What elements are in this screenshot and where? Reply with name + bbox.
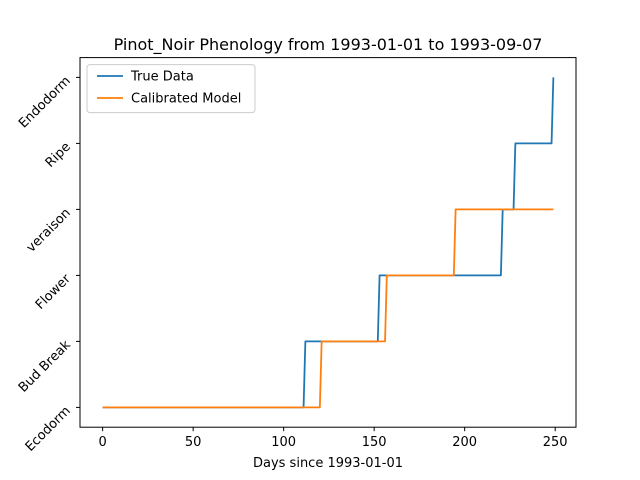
chart-title: Pinot_Noir Phenology from 1993-01-01 to … [114,35,543,55]
x-axis-ticks: 0 50 100 150 200 250 [98,427,568,450]
x-tick-label: 50 [185,435,202,450]
x-tick-label: 150 [362,435,387,450]
legend-box [86,64,256,114]
x-tick-label: 0 [98,435,106,450]
series-line-calibrated-model [102,208,554,409]
x-tick-label: 100 [271,435,296,450]
legend-label-true-data: True Data [130,70,194,85]
x-tick-label: 200 [452,435,477,450]
x-axis-label: Days since 1993-01-01 [253,456,403,471]
axes-frame [79,57,577,428]
plot-lines [102,77,555,409]
legend-label-calibrated-model: Calibrated Model [131,92,241,107]
legend: True Data Calibrated Model [86,64,256,114]
series-line-true-data [102,77,555,409]
x-tick-label: 250 [543,435,568,450]
